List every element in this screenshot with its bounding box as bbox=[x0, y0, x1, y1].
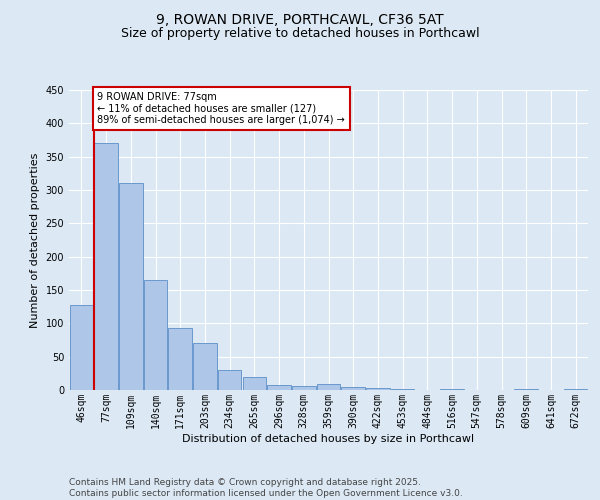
X-axis label: Distribution of detached houses by size in Porthcawl: Distribution of detached houses by size … bbox=[182, 434, 475, 444]
Text: 9, ROWAN DRIVE, PORTHCAWL, CF36 5AT: 9, ROWAN DRIVE, PORTHCAWL, CF36 5AT bbox=[156, 12, 444, 26]
Bar bbox=[292, 386, 316, 390]
Bar bbox=[94, 144, 118, 390]
Bar bbox=[268, 384, 291, 390]
Text: Contains HM Land Registry data © Crown copyright and database right 2025.
Contai: Contains HM Land Registry data © Crown c… bbox=[69, 478, 463, 498]
Bar bbox=[218, 370, 241, 390]
Bar bbox=[193, 344, 217, 390]
Bar bbox=[70, 306, 93, 390]
Bar bbox=[119, 184, 143, 390]
Bar bbox=[564, 388, 587, 390]
Text: 9 ROWAN DRIVE: 77sqm
← 11% of detached houses are smaller (127)
89% of semi-deta: 9 ROWAN DRIVE: 77sqm ← 11% of detached h… bbox=[97, 92, 345, 125]
Bar bbox=[341, 388, 365, 390]
Bar bbox=[317, 384, 340, 390]
Text: Size of property relative to detached houses in Porthcawl: Size of property relative to detached ho… bbox=[121, 28, 479, 40]
Bar bbox=[144, 280, 167, 390]
Y-axis label: Number of detached properties: Number of detached properties bbox=[30, 152, 40, 328]
Bar bbox=[242, 376, 266, 390]
Bar bbox=[169, 328, 192, 390]
Bar bbox=[440, 388, 464, 390]
Bar bbox=[366, 388, 389, 390]
